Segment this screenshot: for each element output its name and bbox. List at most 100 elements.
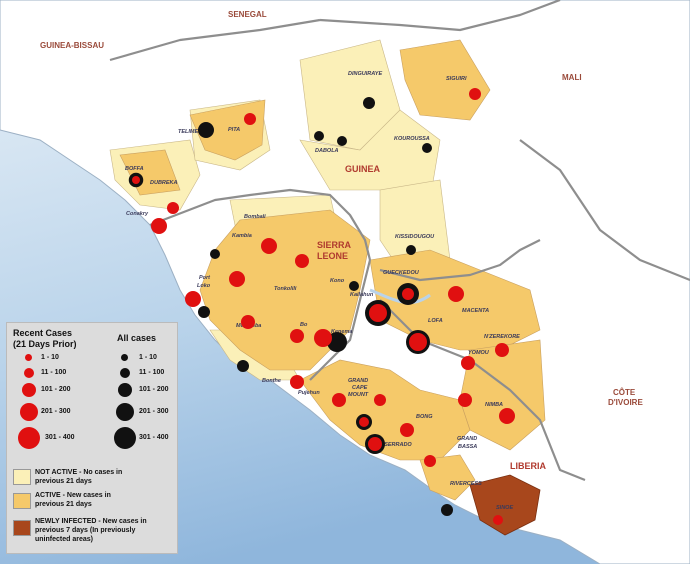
recent-cases-marker [332, 393, 346, 407]
label-grand-cape-2: CAPE [352, 385, 368, 391]
legend-not-active-2: previous 21 days [35, 478, 92, 485]
legend-black-dot-3 [118, 383, 132, 397]
recent-cases-marker [167, 202, 179, 214]
recent-cases-marker [314, 329, 332, 347]
all-cases-marker [337, 136, 347, 146]
recent-cases-marker [368, 437, 382, 451]
label-port: Port [199, 275, 211, 281]
legend-black-bin-1: 1 - 10 [139, 354, 157, 361]
recent-cases-marker [241, 315, 255, 329]
recent-cases-marker [359, 417, 369, 427]
recent-cases-marker [229, 271, 245, 287]
legend-swatch-newly-infected [13, 520, 31, 536]
recent-cases-marker [369, 304, 387, 322]
legend-red-dot-5 [18, 427, 40, 449]
label-dabola: DABOLA [315, 148, 339, 154]
legend-swatch-not-active [13, 469, 31, 485]
all-cases-marker [198, 122, 214, 138]
legend-red-dot-3 [22, 383, 36, 397]
label-pujehun: Pujehun [298, 390, 320, 396]
legend-swatch-active [13, 493, 31, 509]
label-kailahun: Kailahun [350, 292, 374, 298]
all-cases-marker [314, 131, 324, 141]
all-cases-marker [406, 245, 416, 255]
legend-red-bin-4: 201 - 300 [41, 408, 71, 415]
legend-recent-title-2: (21 Days Prior) [13, 339, 77, 349]
label-rivercess: RIVERCESS [450, 481, 482, 487]
legend-black-dot-2 [120, 368, 130, 378]
label-loko: Loko [197, 283, 211, 289]
recent-cases-marker [151, 218, 167, 234]
label-lofa: LOFA [428, 318, 443, 324]
legend-recent-title-1: Recent Cases [13, 328, 73, 338]
all-cases-marker [349, 281, 359, 291]
legend-red-dot-1 [25, 354, 32, 361]
recent-cases-marker [290, 329, 304, 343]
label-kouroussa: KOUROUSSA [394, 136, 430, 142]
legend-black-bin-3: 101 - 200 [139, 386, 169, 393]
label-senegal: SENEGAL [228, 10, 267, 19]
recent-cases-marker [374, 394, 386, 406]
legend-red-dot-4 [20, 403, 38, 421]
all-cases-marker [441, 504, 453, 516]
recent-cases-marker [132, 176, 140, 184]
recent-cases-marker [469, 88, 481, 100]
recent-cases-marker [244, 113, 256, 125]
legend-black-bin-5: 301 - 400 [139, 434, 169, 441]
label-sinoe: SINOE [496, 505, 513, 511]
label-grand-bassa-2: BASSA [458, 444, 477, 450]
recent-cases-marker [499, 408, 515, 424]
label-tonkolili: Tonkolili [274, 286, 297, 292]
legend-newly-3: uninfected areas) [35, 536, 93, 543]
all-cases-marker [237, 360, 249, 372]
legend-black-dot-4 [116, 403, 134, 421]
label-kissidougou: KISSIDOUGOU [395, 234, 435, 240]
legend-red-bin-3: 101 - 200 [41, 386, 71, 393]
label-dinguiraye: DINGUIRAYE [348, 71, 382, 77]
all-cases-marker [210, 249, 220, 259]
label-montserrado: MONTSERRADO [368, 442, 412, 448]
label-nzerekore: N'ZEREKORE [484, 334, 520, 340]
legend-not-active-1: NOT ACTIVE - No cases in [35, 469, 123, 476]
recent-cases-marker [261, 238, 277, 254]
label-liberia: LIBERIA [510, 461, 547, 471]
all-cases-marker [363, 97, 375, 109]
label-bonthe: Bonthe [262, 378, 281, 384]
recent-cases-marker [400, 423, 414, 437]
label-boffa: BOFFA [125, 166, 144, 172]
recent-cases-marker [458, 393, 472, 407]
label-gueckedou: GUECKEDOU [383, 270, 420, 276]
recent-cases-marker [409, 333, 427, 351]
label-sierra: SIERRA [317, 240, 352, 250]
label-bong: BONG [416, 414, 433, 420]
label-cote: CÔTE [613, 388, 636, 397]
legend-red-dot-2 [24, 368, 34, 378]
label-telimele: TELIMELE [178, 129, 206, 135]
recent-cases-marker [461, 356, 475, 370]
legend-black-bin-4: 201 - 300 [139, 408, 169, 415]
newly-infected-sinoe [469, 474, 541, 536]
label-guinea-bissau: GUINEA-BISSAU [40, 41, 104, 50]
label-conakry: Conakry [126, 211, 149, 217]
legend-red-bin-1: 1 - 10 [41, 354, 59, 361]
legend-red-bin-5: 301 - 400 [45, 434, 75, 441]
legend-active-1: ACTIVE - New cases in [35, 492, 111, 499]
recent-cases-marker [402, 288, 414, 300]
recent-cases-marker [493, 515, 503, 525]
label-mali: MALI [562, 73, 582, 82]
label-guinea: GUINEA [345, 164, 381, 174]
recent-cases-marker [448, 286, 464, 302]
label-bo: Bo [300, 322, 308, 328]
legend-red-bin-2: 11 - 100 [41, 369, 67, 376]
recent-cases-marker [495, 343, 509, 357]
label-grand-cape-1: GRAND [348, 378, 368, 384]
label-dubreka: DUBREKA [150, 180, 178, 186]
legend-all-title: All cases [117, 333, 157, 343]
label-kono: Kono [330, 278, 345, 284]
recent-cases-marker [290, 375, 304, 389]
marker-rings [128, 172, 144, 188]
legend-newly-1: NEWLY INFECTED - New cases in [35, 518, 147, 525]
recent-cases-marker [424, 455, 436, 467]
legend-black-dot-1 [121, 354, 128, 361]
